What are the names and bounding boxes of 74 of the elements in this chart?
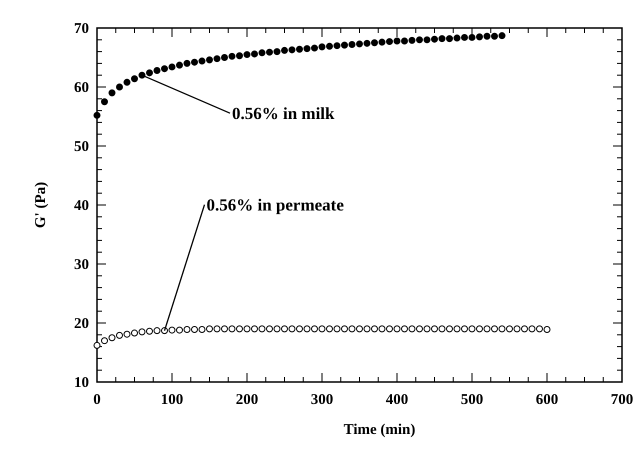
point — [198, 58, 206, 65]
point — [498, 32, 506, 40]
y-tick-label: 40 — [74, 198, 89, 214]
x-tick-label: 200 — [236, 392, 258, 408]
y-tick-label: 20 — [74, 316, 89, 332]
point — [311, 44, 318, 52]
y-tick-label: 70 — [74, 21, 89, 37]
text: 0.56% in permeate — [206, 196, 344, 215]
x-tick-label: 500 — [460, 392, 484, 408]
point — [461, 34, 468, 41]
point — [341, 42, 348, 49]
point — [281, 46, 288, 54]
x-tick-label: 0 — [93, 392, 101, 408]
point — [424, 36, 430, 44]
point — [364, 40, 370, 47]
point — [454, 34, 460, 42]
point — [446, 35, 453, 42]
point — [296, 46, 303, 53]
y-axis-title: G' (Pa) — [33, 182, 49, 228]
point — [386, 38, 393, 46]
point — [394, 38, 400, 44]
point — [258, 49, 266, 56]
point — [94, 112, 100, 119]
point — [251, 50, 258, 58]
point — [108, 89, 116, 96]
point — [116, 84, 123, 90]
point — [176, 62, 183, 69]
point — [468, 34, 476, 41]
point — [431, 36, 438, 43]
point — [168, 63, 176, 70]
point — [371, 39, 378, 46]
point — [146, 69, 153, 76]
point — [131, 75, 138, 82]
y-tick-label: 60 — [74, 80, 89, 96]
point — [191, 58, 198, 66]
point — [401, 38, 408, 44]
y-tick-label: 30 — [74, 257, 89, 273]
x-tick-label: 100 — [160, 392, 184, 408]
point — [484, 32, 490, 40]
point — [408, 36, 416, 44]
x-tick-label: 300 — [310, 392, 334, 408]
point — [304, 45, 310, 52]
point — [356, 40, 363, 48]
point — [378, 38, 386, 46]
point — [274, 48, 280, 56]
y-tick-label: 50 — [74, 139, 89, 155]
point — [184, 60, 190, 67]
point — [326, 42, 333, 50]
point — [266, 48, 273, 56]
point — [491, 32, 498, 40]
text: 0.56% in milk — [232, 104, 336, 124]
x-tick-label: 600 — [536, 392, 558, 408]
point — [244, 51, 250, 58]
point — [221, 54, 228, 61]
point — [214, 55, 220, 62]
point — [228, 52, 236, 60]
point — [334, 42, 340, 50]
point — [206, 56, 213, 64]
y-tick-label: 10 — [74, 375, 89, 391]
x-tick-label: 700 — [610, 392, 634, 408]
point — [438, 35, 446, 42]
point — [101, 98, 108, 106]
point — [318, 43, 326, 50]
point — [476, 33, 483, 40]
x-axis-title: Time (min) — [344, 422, 416, 438]
point — [161, 65, 168, 72]
point — [348, 41, 356, 48]
point — [124, 78, 130, 86]
point — [416, 36, 423, 44]
point — [288, 46, 296, 54]
point — [138, 72, 146, 79]
point — [154, 67, 160, 74]
point — [236, 52, 243, 60]
x-tick-label: 400 — [386, 392, 408, 408]
